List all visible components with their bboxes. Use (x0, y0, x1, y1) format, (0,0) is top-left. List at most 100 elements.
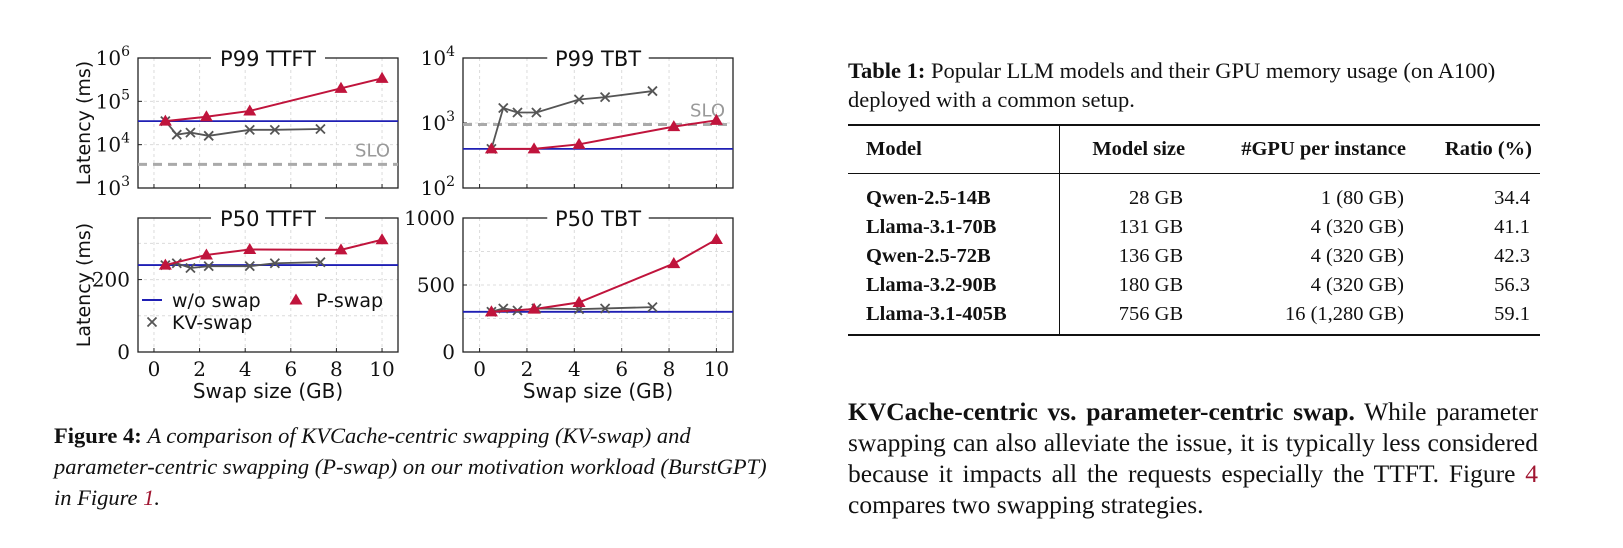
kv-swap-point (315, 257, 326, 268)
table-row: Llama-3.1-405B 756 GB 16 (1,280 GB) 59.1 (848, 300, 1540, 335)
slo-label: SLO (690, 100, 725, 121)
p-swap-point (527, 302, 541, 314)
x-axis-label: Swap size (GB) (193, 379, 343, 403)
body-paragraph: KVCache-centric vs. parameter-centric sw… (848, 397, 1539, 519)
y-tick-label: 102 (421, 174, 455, 200)
table-row: Qwen-2.5-72B 136 GB 4 (320 GB) 42.3 (848, 242, 1540, 271)
chart-title-background (211, 205, 325, 229)
y-tick-exponent: 3 (446, 109, 455, 125)
cell-ratio: 56.3 (1494, 274, 1530, 296)
y-axis-label: Latency (ms) (73, 61, 95, 185)
kv-swap-point (269, 258, 280, 269)
chart-panel-4: 0 2 4 6 8 10 0 500 1000 P50 TBT Swap size (GB) (404, 205, 734, 403)
table-caption-label: Table 1: (848, 58, 926, 83)
p-swap-point (334, 243, 348, 255)
y-tick-base: 10 (96, 46, 121, 70)
p-swap-point (709, 232, 723, 244)
p-swap-point (158, 114, 172, 126)
y-tick-base: 0 (117, 340, 130, 364)
y-tick-exponent: 6 (121, 44, 130, 60)
figure-reference-link[interactable]: 1 (143, 485, 155, 510)
chart-title-background (211, 45, 325, 69)
x-tick-label: 0 (148, 357, 161, 381)
cell-model-size: 180 GB (1118, 274, 1184, 296)
table-caption: Table 1: Popular LLM models and their GP… (848, 56, 1560, 114)
cell-model: Qwen-2.5-14B (848, 173, 1061, 213)
kv-swap-point (498, 102, 509, 114)
p-swap-point (158, 258, 172, 270)
header-model: Model (848, 125, 1061, 174)
x-tick-label: 6 (615, 357, 628, 381)
cell-model: Llama-3.1-405B (848, 300, 1061, 335)
table-row: Llama-3.2-90B 180 GB 4 (320 GB) 56.3 (848, 271, 1540, 300)
cell-model-size: 131 GB (1118, 216, 1184, 238)
slo-label: SLO (355, 140, 390, 161)
table-1: Table 1: Popular LLM models and their GP… (848, 56, 1560, 336)
kv-swap-point (185, 262, 196, 274)
p-swap-point (484, 305, 498, 317)
legend-label-p-swap: P-swap (316, 290, 383, 312)
p-swap-point (243, 104, 257, 116)
y-tick-exponent: 4 (446, 44, 455, 60)
kv-swap-point (315, 123, 326, 135)
cell-gpu: 4 (320 GB) (1310, 245, 1404, 267)
chart-panel-3: 0 2 4 6 8 10 0 200 P50 TTFT Latency (ms) Swap size… (73, 205, 399, 403)
y-tick-label: 0 (442, 340, 455, 364)
cell-gpu: 1 (80 GB) (1320, 187, 1404, 209)
gpu-memory-table: Model Model size #GPU per instance Ratio… (848, 124, 1540, 336)
p-swap-point (667, 257, 681, 269)
y-tick-label: 500 (417, 273, 455, 297)
kv-swap-point (512, 107, 523, 118)
y-tick-base: 0 (442, 340, 455, 364)
table-caption-text: Popular LLM models and their GPU memory … (848, 58, 1496, 112)
p-swap-point (375, 71, 389, 83)
figure-caption: Figure 4: A comparison of KVCache-centri… (54, 420, 784, 513)
kv-swap-point (647, 85, 658, 97)
x-tick-label: 2 (521, 357, 534, 381)
kv-swap-point (244, 261, 255, 272)
cell-ratio: 42.3 (1494, 245, 1530, 267)
x-axis-label: Swap size (GB) (523, 379, 673, 403)
figure-caption-text: A comparison of KVCache-centric swapping… (54, 423, 767, 510)
kv-swap-point (269, 124, 280, 135)
legend-label-kv-swap: KV-swap (172, 312, 252, 334)
cell-model-size: 28 GB (1129, 187, 1184, 209)
cell-gpu: 4 (320 GB) (1310, 216, 1404, 238)
cell-model: Llama-3.1-70B (848, 213, 1061, 242)
chart-legend: w/o swap P-swap KV-swap (142, 290, 383, 334)
y-tick-label: 103 (96, 174, 130, 200)
p-swap-point (375, 233, 389, 245)
p-swap-point (199, 110, 213, 122)
p-swap-point (709, 113, 723, 125)
kv-swap-point (599, 303, 611, 314)
x-tick-label: 4 (239, 357, 252, 381)
y-tick-label: 0 (117, 340, 130, 364)
y-tick-label: 200 (92, 268, 130, 292)
x-tick-label: 8 (330, 357, 343, 381)
x-tick-label: 8 (663, 357, 676, 381)
y-tick-base: 10 (421, 46, 446, 70)
x-tick-label: 0 (473, 357, 486, 381)
y-tick-exponent: 3 (121, 174, 130, 190)
legend-kv-swap-marker (146, 316, 158, 328)
y-tick-label: 1000 (404, 206, 455, 230)
table-header-row: Model Model size #GPU per instance Ratio… (848, 125, 1540, 174)
kv-swap-point (244, 124, 255, 135)
cell-ratio: 41.1 (1494, 216, 1530, 238)
y-tick-base: 10 (96, 89, 121, 113)
y-tick-label: 103 (421, 109, 455, 135)
p-swap-point (334, 81, 348, 93)
kv-swap-point (203, 261, 214, 272)
figure-4-reference-link[interactable]: 4 (1525, 459, 1538, 488)
paragraph-heading: KVCache-centric vs. parameter-centric sw… (848, 397, 1355, 426)
chart-title-background (547, 45, 649, 69)
y-tick-base: 500 (417, 273, 455, 297)
cell-model-size: 756 GB (1118, 303, 1184, 325)
y-tick-label: 105 (96, 87, 130, 113)
y-tick-base: 200 (92, 268, 130, 292)
p-swap-point (572, 137, 586, 149)
kv-swap-point (531, 107, 542, 118)
